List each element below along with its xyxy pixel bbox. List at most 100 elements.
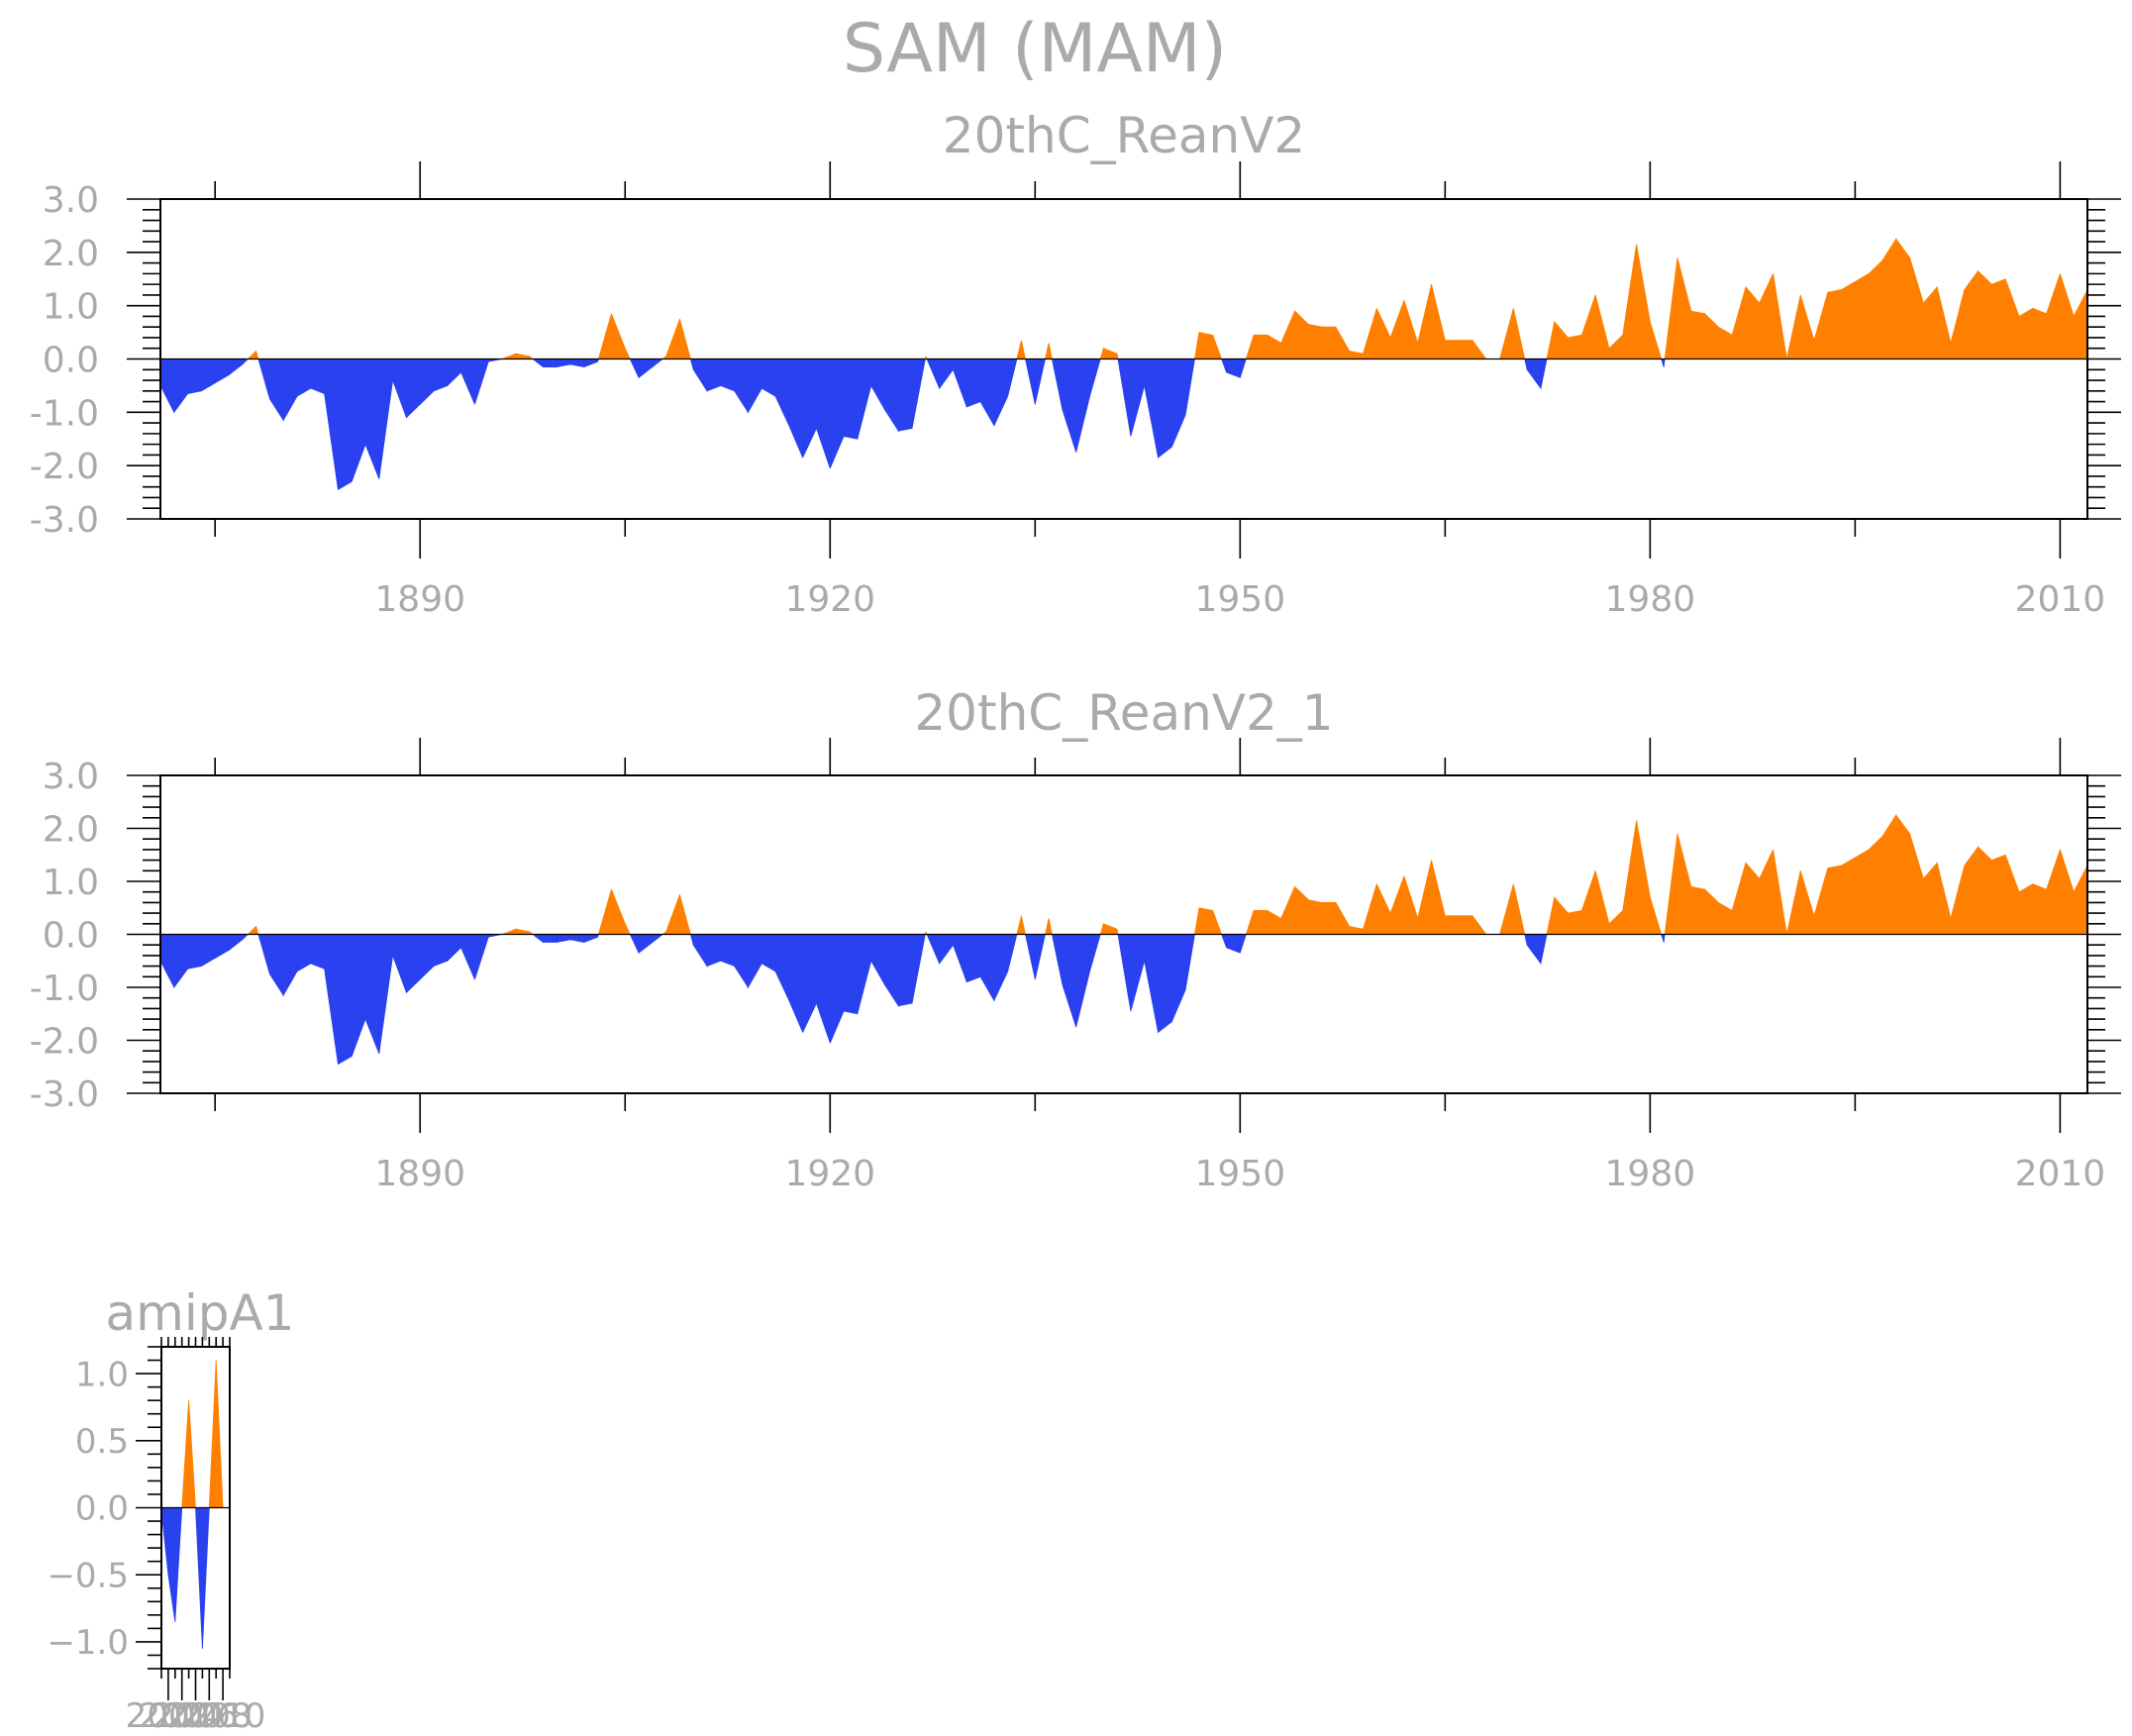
area-segment [1417, 860, 1432, 935]
area-segment [2032, 883, 2047, 935]
area-segment [1116, 354, 1119, 359]
area-segment [392, 934, 407, 993]
area-segment [1472, 339, 1487, 359]
area-segment [1704, 888, 1719, 935]
area-segment [1895, 238, 1910, 359]
area-layer [160, 1360, 230, 1649]
area-segment [1608, 909, 1624, 935]
tick-layer [136, 1337, 231, 1700]
area-segment [2004, 855, 2020, 935]
area-segment [187, 934, 202, 970]
area-segment [195, 1507, 203, 1649]
area-segment [310, 358, 326, 395]
area-segment [406, 934, 421, 994]
area-segment [1608, 334, 1624, 359]
area-segment [1321, 902, 1337, 935]
area-segment [802, 358, 817, 459]
area-segment [1099, 348, 1104, 359]
area-segment [1144, 358, 1159, 459]
area-segment [1280, 310, 1295, 359]
area-segment [515, 353, 531, 359]
area-segment [1663, 934, 1666, 943]
area-segment [2032, 307, 2047, 359]
area-segment [351, 358, 366, 482]
area-segment [1799, 870, 1815, 935]
area-segment [1198, 907, 1214, 935]
y-tick-label: 0.0 [43, 915, 99, 956]
area-segment [1226, 358, 1241, 378]
area-segment [1580, 870, 1596, 935]
area-segment [1294, 310, 1309, 359]
area-segment [1978, 846, 1992, 935]
area-segment [2046, 849, 2061, 935]
area-segment [1245, 910, 1255, 935]
area-segment [1622, 820, 1637, 935]
area-segment [706, 358, 722, 392]
area-segment [1909, 257, 1924, 359]
y-tick-label: -1.0 [30, 969, 99, 1009]
area-segment [1363, 308, 1377, 359]
area-segment [734, 934, 749, 989]
area-segment [1676, 833, 1692, 935]
area-segment [2073, 289, 2088, 359]
area-segment [1335, 325, 1351, 359]
area-segment [953, 358, 967, 408]
area-segment [201, 358, 216, 392]
area-segment [843, 358, 859, 440]
area-segment [870, 934, 885, 986]
area-segment [181, 1400, 189, 1508]
area-segment [296, 934, 312, 972]
area-segment [1375, 883, 1391, 935]
area-segment [1267, 334, 1282, 359]
y-tick-label: 3.0 [43, 757, 99, 797]
area-segment [1212, 910, 1223, 935]
area-segment [1458, 915, 1473, 935]
area-segment [1731, 863, 1747, 935]
y-tick-label: 1.0 [75, 1355, 129, 1394]
area-segment [296, 358, 312, 397]
area-segment [689, 934, 694, 946]
area-segment [1594, 294, 1610, 359]
area-segment [1051, 934, 1064, 985]
area-segment [1950, 865, 1966, 935]
area-segment [1021, 915, 1027, 935]
area-segment [531, 358, 544, 368]
area-segment [1099, 923, 1104, 935]
y-tick-label: 0.0 [43, 340, 99, 380]
area-segment [1773, 273, 1787, 359]
area-segment [1568, 909, 1582, 935]
x-tick-label: 2004 [139, 1696, 225, 1736]
area-segment [174, 1507, 183, 1622]
area-segment [406, 358, 421, 419]
tick-label-layer: 3.0 2.0 1.0 0.0 -1.0 -2.0 -3.0 1890 1920 1950 1980… [30, 180, 2105, 620]
area-segment [338, 934, 353, 1066]
area-segment [1117, 934, 1132, 1012]
area-segment [816, 934, 831, 1044]
area-segment [1349, 925, 1364, 935]
area-segment [1021, 340, 1027, 359]
area-segment [1253, 334, 1269, 359]
area-segment [1580, 294, 1596, 359]
area-segment [556, 358, 571, 368]
area-segment [1785, 870, 1801, 935]
area-segment [1731, 286, 1747, 359]
area-segment [857, 934, 872, 1014]
area-segment [1048, 343, 1053, 359]
area-segment [1051, 358, 1064, 410]
area-segment [1193, 332, 1200, 359]
area-segment [556, 934, 571, 944]
area-segment [515, 928, 531, 935]
area-segment [897, 934, 913, 1007]
tick-layer [127, 738, 2121, 1133]
area-segment [531, 934, 544, 944]
area-segment [364, 934, 380, 1055]
tick-layer [127, 161, 2121, 559]
y-tick-label: 2.0 [43, 809, 99, 850]
area-segment [611, 888, 626, 935]
area-segment [624, 348, 631, 359]
area-segment [1799, 294, 1815, 359]
area-segment [1636, 820, 1651, 935]
area-layer [159, 813, 2088, 1066]
area-segment [1690, 310, 1705, 359]
